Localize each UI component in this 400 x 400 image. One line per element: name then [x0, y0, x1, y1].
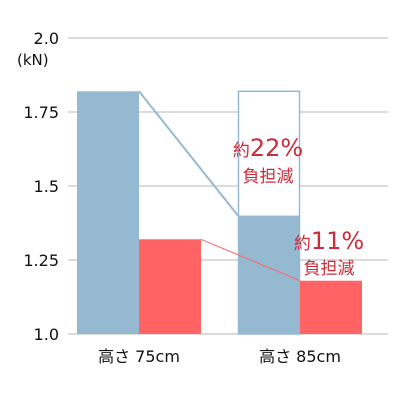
annotation-1-prefix: 約 — [233, 141, 250, 161]
annotation-1-value: 22% — [250, 134, 303, 162]
y-tick-label-0: 1.0 — [34, 325, 59, 344]
x-category-label-1: 高さ 85cm — [259, 347, 341, 366]
annotation-1-suffix: 負担減 — [243, 167, 294, 187]
annotation-reduction-1: 約22% — [233, 134, 303, 162]
connector-lines — [138, 90, 301, 282]
connector-series2 — [200, 238, 301, 282]
bar-series1-1 — [238, 215, 300, 334]
annotation-2-prefix: 約 — [294, 234, 311, 254]
bar-series2-1 — [300, 280, 362, 334]
y-tick-label-2: 1.5 — [34, 177, 59, 196]
bar-series2-0 — [139, 239, 201, 334]
y-tick-label-1: 1.25 — [23, 251, 59, 270]
annotation-2-value: 11% — [311, 227, 364, 255]
y-tick-label-4: 2.0 — [34, 29, 59, 48]
y-axis-ticks: 1.0 1.25 1.5 1.75 2.0 — [23, 29, 59, 344]
annotation-reduction-2: 約11% — [294, 227, 364, 255]
y-tick-label-3: 1.75 — [23, 103, 59, 122]
bars — [77, 90, 362, 335]
annotation-2-suffix: 負担減 — [304, 259, 355, 279]
bar-series1-0 — [77, 91, 139, 334]
x-category-label-0: 高さ 75cm — [98, 347, 180, 366]
connector-series1 — [138, 90, 239, 217]
y-axis-unit-label: (kN) — [17, 51, 49, 69]
